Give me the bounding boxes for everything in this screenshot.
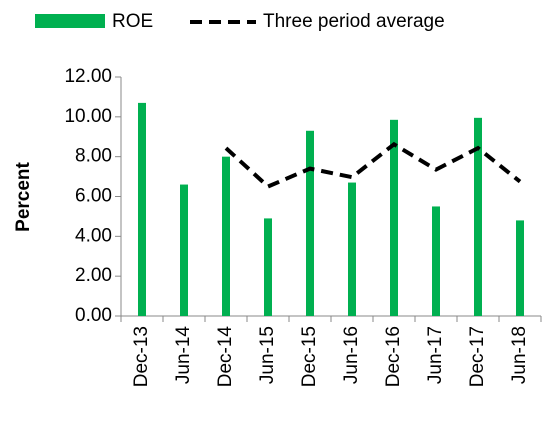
x-tick-label: Dec-13 [131,326,152,387]
legend-label: ROE [112,11,153,32]
bar [516,220,524,316]
line [224,141,522,189]
legend-label: Three period average [263,11,445,32]
x-tick-label: Dec-16 [383,326,404,387]
x-tick-label: Jun-14 [173,326,194,385]
x-tick-label: Jun-15 [257,326,278,384]
y-tick-label: 4.00 [75,225,112,246]
legend-swatch [35,14,105,28]
bar [138,102,146,317]
bar [222,156,230,316]
bar [390,119,398,316]
bar [432,206,440,316]
y-tick-label: 10.00 [64,106,112,127]
bar [306,130,314,316]
x-tick-label: Jun-17 [425,326,446,384]
bar [264,218,272,316]
x-tick-label: Dec-17 [467,326,488,387]
y-axis-label: Percent [13,161,34,231]
y-tick-label: 2.00 [75,265,112,286]
y-tick-label: 0.00 [75,305,112,326]
bar [474,117,482,317]
y-tick-label: 12.00 [64,66,112,87]
bar [180,184,188,316]
x-tick-label: Dec-15 [299,326,320,387]
x-tick-label: Jun-18 [509,326,530,384]
x-tick-label: Jun-16 [341,326,362,384]
x-tick-label: Dec-14 [215,326,236,388]
y-tick-label: 6.00 [75,186,112,207]
bar [348,182,356,316]
y-tick-label: 8.00 [75,146,112,167]
